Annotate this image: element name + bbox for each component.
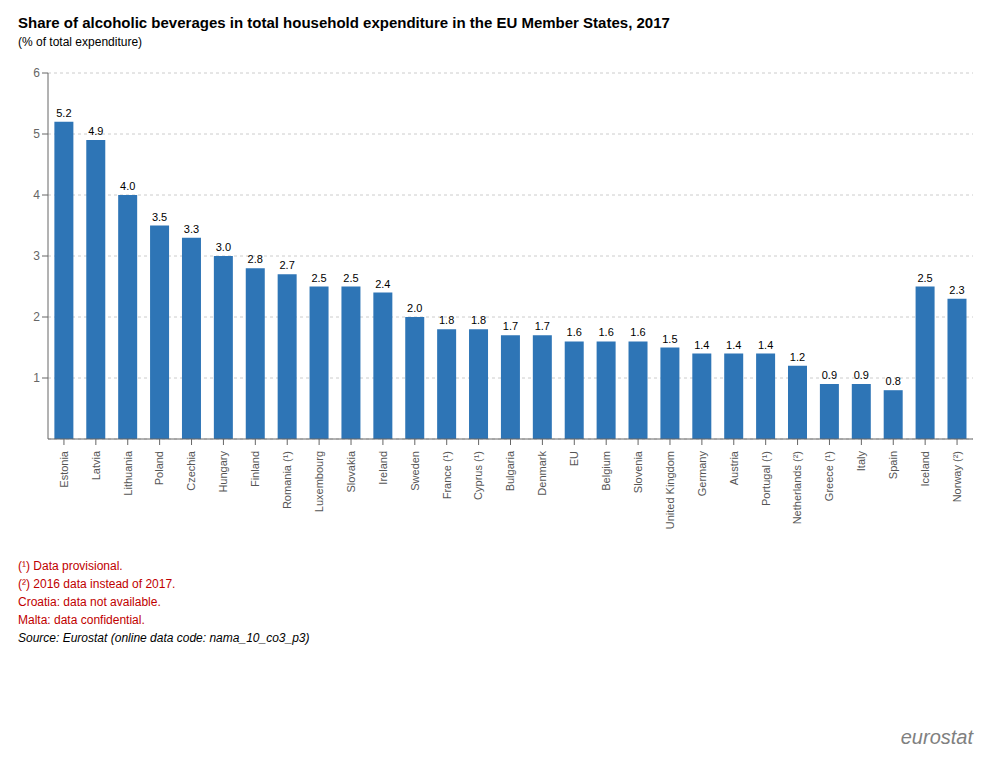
svg-text:Belgium: Belgium <box>600 451 612 491</box>
svg-text:4.0: 4.0 <box>120 180 135 192</box>
html-text:(²) 2016 data instead of 2017.: (²) 2016 data instead of 2017. <box>18 577 176 591</box>
svg-text:2.5: 2.5 <box>311 272 326 284</box>
svg-text:Netherlands (²): Netherlands (²) <box>791 451 803 524</box>
svg-text:3: 3 <box>33 249 40 263</box>
svg-text:1.2: 1.2 <box>790 351 805 363</box>
svg-text:1: 1 <box>33 371 40 385</box>
svg-text:Romania (¹): Romania (¹) <box>281 451 293 509</box>
svg-text:1.7: 1.7 <box>535 320 550 332</box>
svg-text:United Kingdom: United Kingdom <box>664 451 676 529</box>
html-text:eurostat: eurostat <box>900 726 973 748</box>
html-text:Source: Eurostat (online data: Source: Eurostat (online data code: nama… <box>18 631 310 645</box>
svg-text:2.8: 2.8 <box>248 253 263 265</box>
svg-text:2.3: 2.3 <box>949 284 964 296</box>
svg-text:0.9: 0.9 <box>822 369 837 381</box>
svg-text:Norway (²): Norway (²) <box>951 451 963 502</box>
html-text:(¹) Data provisional.: (¹) Data provisional. <box>18 559 123 573</box>
svg-text:2.7: 2.7 <box>280 259 295 271</box>
svg-text:Slovakia: Slovakia <box>345 450 357 492</box>
svg-text:1.6: 1.6 <box>567 326 582 338</box>
svg-text:0.8: 0.8 <box>886 375 901 387</box>
svg-text:1.8: 1.8 <box>471 314 486 326</box>
svg-text:1.4: 1.4 <box>726 339 741 351</box>
svg-text:Czechia: Czechia <box>185 450 197 491</box>
svg-text:1.7: 1.7 <box>503 320 518 332</box>
svg-text:Greece (¹): Greece (¹) <box>823 451 835 501</box>
svg-text:1.4: 1.4 <box>758 339 773 351</box>
svg-text:1.6: 1.6 <box>598 326 613 338</box>
svg-text:Austria: Austria <box>728 450 740 485</box>
html-text:(% of total expenditure): (% of total expenditure) <box>18 35 143 49</box>
svg-text:2.5: 2.5 <box>917 272 932 284</box>
svg-text:Germany: Germany <box>696 451 708 497</box>
svg-text:1.5: 1.5 <box>662 333 677 345</box>
svg-text:2.5: 2.5 <box>343 272 358 284</box>
svg-text:Latvia: Latvia <box>90 450 102 480</box>
svg-text:Iceland: Iceland <box>919 451 931 486</box>
svg-text:Luxembourg: Luxembourg <box>313 451 325 512</box>
svg-text:Italy: Italy <box>855 451 867 472</box>
svg-text:Bulgaria: Bulgaria <box>504 450 516 491</box>
svg-text:Hungary: Hungary <box>217 451 229 493</box>
svg-text:Portugal (¹): Portugal (¹) <box>760 451 772 506</box>
svg-text:Sweden: Sweden <box>409 451 421 491</box>
html-text:Croatia: data not available.: Croatia: data not available. <box>18 595 161 609</box>
svg-text:1.6: 1.6 <box>630 326 645 338</box>
svg-text:5.2: 5.2 <box>56 107 71 119</box>
svg-text:Slovenia: Slovenia <box>632 450 644 493</box>
svg-text:2.0: 2.0 <box>407 302 422 314</box>
svg-text:5: 5 <box>33 127 40 141</box>
svg-text:4.9: 4.9 <box>88 125 103 137</box>
svg-text:4: 4 <box>33 188 40 202</box>
svg-text:6: 6 <box>33 66 40 80</box>
svg-text:EU: EU <box>568 451 580 466</box>
svg-text:3.5: 3.5 <box>152 211 167 223</box>
svg-text:Finland: Finland <box>249 451 261 487</box>
svg-text:Ireland: Ireland <box>377 451 389 485</box>
svg-text:2: 2 <box>33 310 40 324</box>
svg-text:0.9: 0.9 <box>854 369 869 381</box>
svg-text:Spain: Spain <box>887 451 899 479</box>
svg-text:1.8: 1.8 <box>439 314 454 326</box>
svg-text:Estonia: Estonia <box>58 450 70 488</box>
html-text:Share of alcoholic beverages i: Share of alcoholic beverages in total ho… <box>18 14 670 31</box>
svg-text:Poland: Poland <box>153 451 165 485</box>
svg-text:3.3: 3.3 <box>184 223 199 235</box>
svg-text:France (¹): France (¹) <box>441 451 453 499</box>
svg-text:Cyprus (¹): Cyprus (¹) <box>472 451 484 500</box>
svg-text:2.4: 2.4 <box>375 278 390 290</box>
svg-text:Denmark: Denmark <box>536 451 548 496</box>
html-text:Malta: data confidential.: Malta: data confidential. <box>18 613 145 627</box>
svg-text:Lithuania: Lithuania <box>122 450 134 496</box>
svg-text:1.4: 1.4 <box>694 339 709 351</box>
svg-text:3.0: 3.0 <box>216 241 231 253</box>
